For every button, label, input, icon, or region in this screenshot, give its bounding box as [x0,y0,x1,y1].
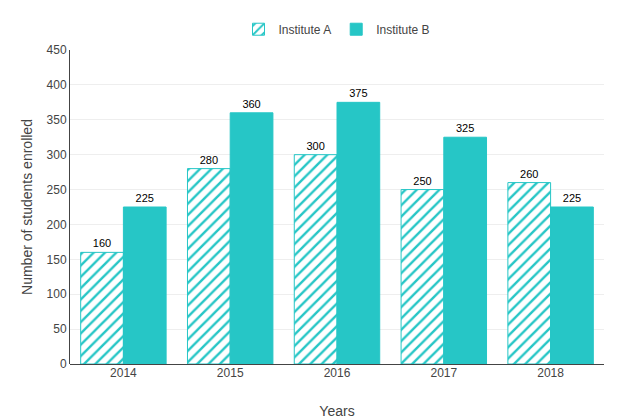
svg-text:400: 400 [47,78,67,92]
svg-text:Number of students enrolled: Number of students enrolled [19,119,35,295]
svg-text:2018: 2018 [537,366,564,380]
svg-text:100: 100 [47,287,67,301]
svg-text:325: 325 [456,122,474,134]
svg-text:250: 250 [47,183,67,197]
svg-text:360: 360 [242,98,260,110]
svg-text:50: 50 [53,322,67,336]
svg-text:300: 300 [47,148,67,162]
svg-text:Institute B: Institute B [376,23,429,37]
svg-text:2015: 2015 [217,366,244,380]
svg-text:225: 225 [563,192,581,204]
svg-text:150: 150 [47,253,67,267]
svg-text:160: 160 [93,237,111,249]
svg-text:280: 280 [200,154,218,166]
svg-text:2016: 2016 [324,366,351,380]
svg-text:0: 0 [60,357,67,371]
svg-text:260: 260 [520,168,538,180]
svg-text:375: 375 [349,87,367,99]
svg-text:350: 350 [47,113,67,127]
svg-text:Years: Years [319,403,354,419]
svg-text:2014: 2014 [110,366,137,380]
svg-text:Institute A: Institute A [279,23,332,37]
svg-text:450: 450 [47,43,67,57]
svg-text:300: 300 [306,140,324,152]
svg-text:250: 250 [413,175,431,187]
svg-text:2017: 2017 [430,366,457,380]
svg-text:225: 225 [136,192,154,204]
svg-text:200: 200 [47,218,67,232]
